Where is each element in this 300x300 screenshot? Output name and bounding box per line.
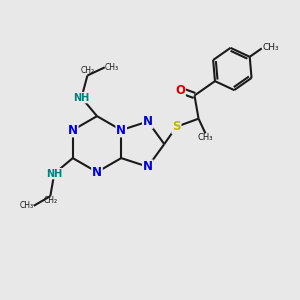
Text: CH₂: CH₂	[80, 67, 94, 76]
Text: CH₃: CH₃	[105, 63, 119, 72]
Text: S: S	[172, 120, 181, 133]
Text: CH₂: CH₂	[43, 196, 57, 205]
Text: N: N	[68, 124, 78, 136]
Text: N: N	[143, 115, 153, 128]
Text: NH: NH	[74, 93, 90, 103]
Text: CH₃: CH₃	[263, 43, 280, 52]
Text: NH: NH	[46, 169, 62, 178]
Text: CH₃: CH₃	[20, 201, 34, 210]
Text: N: N	[143, 160, 153, 173]
Text: CH₃: CH₃	[198, 134, 213, 142]
Text: O: O	[175, 84, 185, 97]
Text: N: N	[116, 124, 126, 136]
Text: N: N	[92, 166, 102, 178]
